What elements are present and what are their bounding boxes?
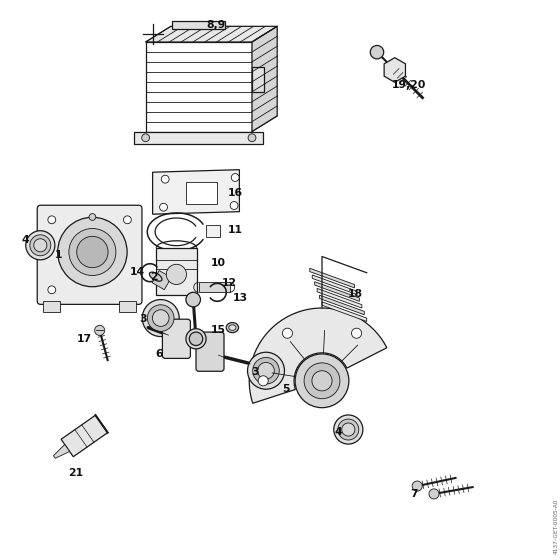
Bar [172,21,225,29]
Bar [134,132,263,144]
Circle shape [69,228,116,276]
Text: 10: 10 [211,258,226,268]
Bar [119,301,136,312]
Circle shape [282,328,292,338]
Circle shape [124,216,132,224]
Polygon shape [384,58,405,82]
Circle shape [338,419,359,440]
Circle shape [258,362,274,379]
Text: 12: 12 [222,278,237,288]
Polygon shape [152,170,240,214]
Text: 3: 3 [251,367,259,377]
Circle shape [77,236,108,268]
FancyBboxPatch shape [162,319,190,358]
FancyBboxPatch shape [196,332,224,371]
Circle shape [48,216,56,224]
Bar [44,301,60,312]
Polygon shape [322,302,367,321]
Text: 14: 14 [129,267,145,277]
Text: 5: 5 [282,384,290,394]
Polygon shape [252,67,264,92]
Text: 17: 17 [76,334,92,344]
Circle shape [231,174,239,181]
Polygon shape [199,282,230,292]
Circle shape [412,481,422,491]
Circle shape [342,423,355,436]
Polygon shape [252,26,277,132]
Text: 4: 4 [335,427,343,437]
Text: 7: 7 [410,489,418,499]
Polygon shape [312,275,357,295]
Circle shape [142,134,150,142]
Polygon shape [317,288,362,308]
Circle shape [30,235,51,256]
Circle shape [304,363,340,399]
Bar [206,225,220,237]
Circle shape [230,202,238,209]
Polygon shape [249,308,387,403]
Bar [186,182,217,204]
Text: 19,20: 19,20 [391,80,426,90]
Ellipse shape [226,323,239,333]
Circle shape [429,489,439,499]
Text: 15: 15 [211,325,226,335]
Circle shape [248,352,284,389]
Circle shape [166,264,186,284]
Text: 16: 16 [227,188,243,198]
Circle shape [147,305,174,332]
Circle shape [26,231,55,260]
Circle shape [352,328,362,338]
Polygon shape [152,270,171,290]
Text: 4137-GET-0005-A0: 4137-GET-0005-A0 [554,499,559,554]
Circle shape [334,415,363,444]
Circle shape [370,45,384,59]
Polygon shape [315,282,360,301]
Circle shape [253,357,279,384]
Text: 4: 4 [21,235,29,245]
Polygon shape [146,26,277,42]
Polygon shape [310,268,354,288]
FancyBboxPatch shape [38,206,142,305]
Ellipse shape [150,272,162,281]
Bar [156,248,197,296]
Circle shape [189,332,203,346]
Text: 3: 3 [139,314,147,324]
Circle shape [258,376,268,386]
Text: 1: 1 [55,250,63,260]
Circle shape [186,329,206,349]
Circle shape [186,292,200,307]
Text: 21: 21 [68,468,83,478]
Circle shape [48,286,56,294]
Polygon shape [320,295,365,315]
Text: 18: 18 [348,289,363,299]
Text: 6: 6 [156,349,164,359]
Circle shape [160,203,167,211]
Circle shape [295,354,349,408]
Circle shape [58,217,127,287]
Circle shape [248,134,256,142]
Circle shape [95,325,105,335]
Polygon shape [61,415,108,457]
Circle shape [161,175,169,183]
Ellipse shape [229,325,236,330]
Polygon shape [53,445,69,458]
Text: 13: 13 [233,293,249,304]
Text: 8,9: 8,9 [206,20,225,30]
Circle shape [152,310,169,326]
Bar [146,42,252,132]
Text: 2: 2 [150,272,158,282]
Circle shape [312,371,332,391]
Text: 11: 11 [228,225,242,235]
Circle shape [89,214,96,221]
Circle shape [34,239,47,252]
Circle shape [142,300,179,337]
